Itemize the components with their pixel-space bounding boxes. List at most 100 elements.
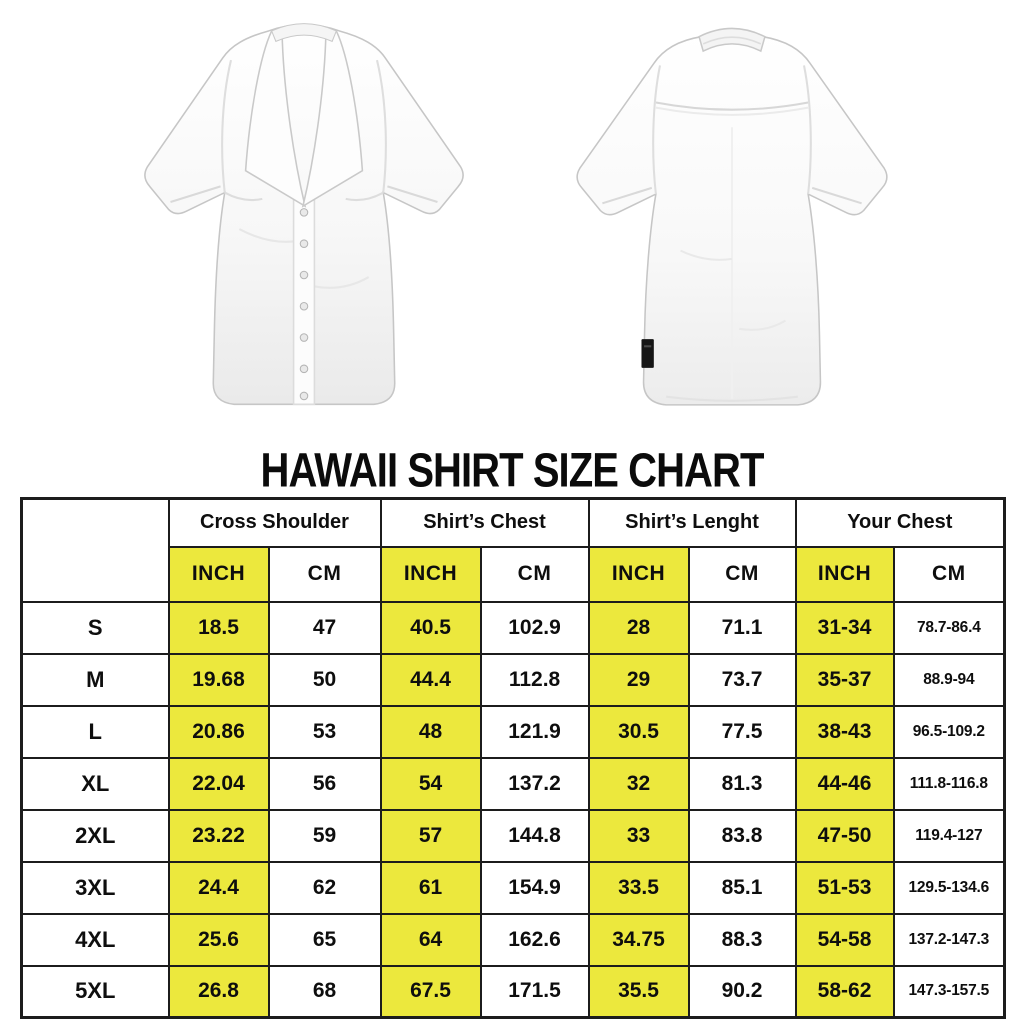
data-cell: 147.3-157.5 [892, 964, 1006, 1019]
data-cell: 35-37 [794, 652, 895, 707]
data-cell: 61 [379, 860, 482, 915]
unit-header-cm: CM [267, 545, 382, 603]
data-cell: 162.6 [479, 912, 590, 967]
table-row-xl: XL 22.04 56 54 137.2 32 81.3 44-46 111.8… [20, 756, 1006, 811]
data-cell: 65 [267, 912, 382, 967]
data-cell: 50 [267, 652, 382, 707]
table-row-2xl: 2XL 23.22 59 57 144.8 33 83.8 47-50 119.… [20, 808, 1006, 863]
size-cell: 2XL [20, 808, 170, 863]
data-cell: 22.04 [167, 756, 270, 811]
data-cell: 32 [587, 756, 690, 811]
data-cell: 34.75 [587, 912, 690, 967]
unit-header-inch: INCH [794, 545, 895, 603]
data-cell: 33.5 [587, 860, 690, 915]
data-cell: 171.5 [479, 964, 590, 1019]
data-cell: 18.5 [167, 600, 270, 655]
data-cell: 67.5 [379, 964, 482, 1019]
data-cell: 26.8 [167, 964, 270, 1019]
size-chart-table: Cross Shoulder Shirt’s Chest Shirt’s Len… [20, 497, 1007, 1019]
data-cell: 111.8-116.8 [892, 756, 1006, 811]
data-cell: 47-50 [794, 808, 895, 863]
data-cell: 35.5 [587, 964, 690, 1019]
data-cell: 85.1 [687, 860, 797, 915]
table-row-5xl: 5XL 26.8 68 67.5 171.5 35.5 90.2 58-62 1… [20, 964, 1006, 1019]
data-cell: 119.4-127 [892, 808, 1006, 863]
data-cell: 102.9 [479, 600, 590, 655]
data-cell: 88.3 [687, 912, 797, 967]
data-cell: 44-46 [794, 756, 895, 811]
chart-title: HAWAII SHIRT SIZE CHART [260, 444, 765, 498]
group-header-cross-shoulder: Cross Shoulder [167, 497, 382, 548]
size-cell: 5XL [20, 964, 170, 1019]
data-cell: 23.22 [167, 808, 270, 863]
size-cell: 3XL [20, 860, 170, 915]
data-cell: 88.9-94 [892, 652, 1006, 707]
data-cell: 33 [587, 808, 690, 863]
data-cell: 24.4 [167, 860, 270, 915]
data-cell: 112.8 [479, 652, 590, 707]
data-cell: 96.5-109.2 [892, 704, 1006, 759]
data-cell: 51-53 [794, 860, 895, 915]
data-cell: 30.5 [587, 704, 690, 759]
size-cell: 4XL [20, 912, 170, 967]
data-cell: 81.3 [687, 756, 797, 811]
data-cell: 78.7-86.4 [892, 600, 1006, 655]
data-cell: 137.2-147.3 [892, 912, 1006, 967]
data-cell: 144.8 [479, 808, 590, 863]
data-cell: 56 [267, 756, 382, 811]
data-cell: 20.86 [167, 704, 270, 759]
data-cell: 53 [267, 704, 382, 759]
data-cell: 137.2 [479, 756, 590, 811]
table-row-3xl: 3XL 24.4 62 61 154.9 33.5 85.1 51-53 129… [20, 860, 1006, 915]
group-header-row: Cross Shoulder Shirt’s Chest Shirt’s Len… [20, 497, 1006, 603]
data-cell: 57 [379, 808, 482, 863]
size-column-corner-cell [20, 497, 170, 603]
data-cell: 90.2 [687, 964, 797, 1019]
size-cell: XL [20, 756, 170, 811]
unit-header-cm: CM [687, 545, 797, 603]
table-row-m: M 19.68 50 44.4 112.8 29 73.7 35-37 88.9… [20, 652, 1006, 707]
data-cell: 44.4 [379, 652, 482, 707]
size-cell: S [20, 600, 170, 655]
data-cell: 47 [267, 600, 382, 655]
data-cell: 64 [379, 912, 482, 967]
unit-header-cm: CM [479, 545, 590, 603]
data-cell: 62 [267, 860, 382, 915]
shirt-back-yoke-seam [655, 101, 809, 111]
data-cell: 129.5-134.6 [892, 860, 1006, 915]
data-cell: 154.9 [479, 860, 590, 915]
shirt-front-buttons [299, 208, 309, 401]
unit-header-inch: INCH [379, 545, 482, 603]
shirt-back-tag [641, 339, 654, 368]
data-cell: 73.7 [687, 652, 797, 707]
data-cell: 25.6 [167, 912, 270, 967]
unit-header-cm: CM [892, 545, 1006, 603]
data-cell: 40.5 [379, 600, 482, 655]
group-header-your-chest: Your Chest [794, 497, 1006, 548]
table-row-l: L 20.86 53 48 121.9 30.5 77.5 38-43 96.5… [20, 704, 1006, 759]
data-cell: 59 [267, 808, 382, 863]
group-header-shirts-lenght: Shirt’s Lenght [587, 497, 797, 548]
data-cell: 54-58 [794, 912, 895, 967]
data-cell: 71.1 [687, 600, 797, 655]
group-header-shirts-chest: Shirt’s Chest [379, 497, 590, 548]
data-cell: 48 [379, 704, 482, 759]
data-cell: 28 [587, 600, 690, 655]
size-cell: M [20, 652, 170, 707]
table-row-4xl: 4XL 25.6 65 64 162.6 34.75 88.3 54-58 13… [20, 912, 1006, 967]
shirt-back-collar [698, 27, 766, 53]
data-cell: 31-34 [794, 600, 895, 655]
data-cell: 68 [267, 964, 382, 1019]
unit-header-row: INCH CM INCH CM INCH CM INCH CM [22, 545, 1006, 603]
data-cell: 38-43 [794, 704, 895, 759]
data-cell: 29 [587, 652, 690, 707]
size-cell: L [20, 704, 170, 759]
data-cell: 77.5 [687, 704, 797, 759]
shirt-back-image [576, 27, 888, 406]
data-cell: 19.68 [167, 652, 270, 707]
shirt-front-image [144, 23, 464, 406]
data-cell: 121.9 [479, 704, 590, 759]
unit-header-inch: INCH [167, 545, 270, 603]
table-row-s: S 18.5 47 40.5 102.9 28 71.1 31-34 78.7-… [20, 600, 1006, 655]
